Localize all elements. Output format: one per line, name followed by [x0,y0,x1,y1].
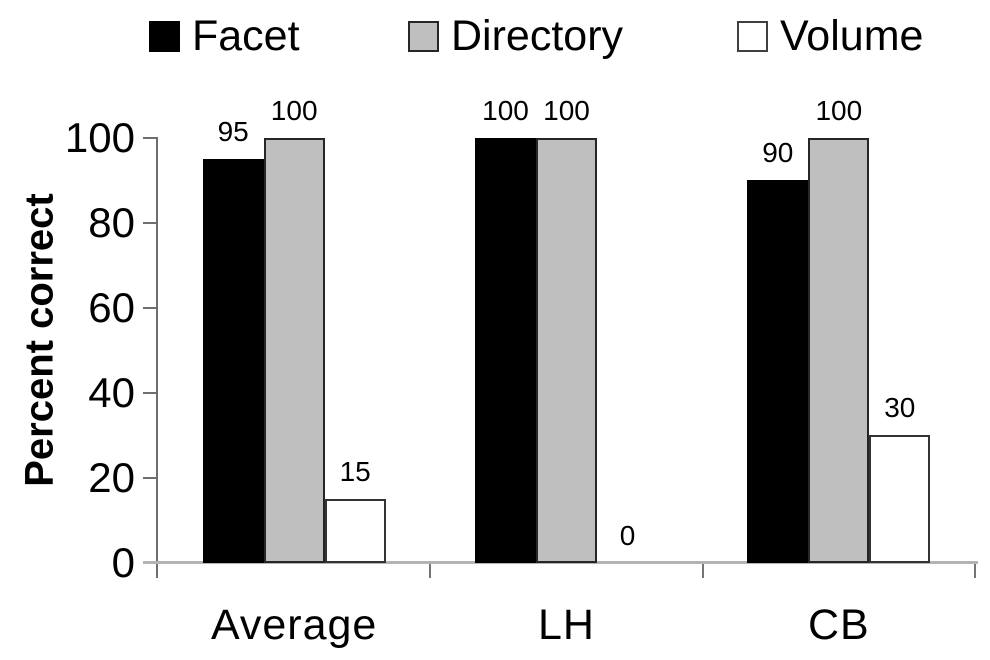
y-tick-mark [143,222,158,224]
legend-label-facet: Facet [192,12,300,60]
bar-directory [808,138,870,563]
y-tick-mark [143,137,158,139]
y-tick-label: 20 [88,454,135,501]
y-tick-mark [143,477,158,479]
x-tick-mark [974,564,976,578]
data-label: 95 [217,116,249,147]
legend-item-facet: Facet [149,13,300,59]
category-label-cb: CB [807,601,870,649]
bar-cell-volume: 15 [324,138,386,563]
legend-item-directory: Directory [408,13,623,59]
category-label-lh: LH [538,601,595,649]
data-label: 30 [884,392,916,423]
bar-group-average: 95 100 15 [158,96,430,563]
plot-area: 95 100 15 100 100 0 90 100 30 [158,96,975,563]
category-label-average: Average [210,601,378,649]
bar-cell-volume: 30 [869,138,931,563]
bar-cell-directory: 100 [808,96,870,563]
data-label: 15 [339,456,371,487]
bar-volume [869,435,931,563]
data-label: 100 [543,95,590,126]
data-label: 0 [619,520,636,551]
data-label: 100 [815,95,863,126]
y-tick-label: 80 [88,199,135,246]
bar-cell-facet: 90 [747,137,809,563]
data-label: 100 [482,95,529,126]
y-tick-mark [143,392,158,394]
bar-cell-facet: 95 [202,117,264,563]
bar-cell-facet: 100 [474,96,536,563]
x-tick-mark [701,564,704,578]
volume-swatch [737,20,768,52]
bar-cell-directory: 100 [535,96,597,563]
y-tick-label: 60 [88,284,135,331]
legend-label-volume: Volume [780,12,924,60]
bar-facet [474,138,536,563]
legend-label-directory: Directory [451,12,624,60]
bar-facet [747,180,809,563]
bar-cell-volume: 0 [597,138,658,563]
data-label: 100 [270,95,318,126]
bar-facet [202,159,264,563]
bar-cell-directory: 100 [263,96,325,563]
bar-group-cb: 90 100 30 [703,96,975,563]
y-tick-label: 100 [64,114,135,161]
legend-item-volume: Volume [737,13,923,59]
directory-swatch [408,20,439,52]
x-tick-mark [429,564,432,578]
y-tick-label: 0 [111,539,135,586]
facet-swatch [149,20,180,52]
data-label: 90 [762,137,794,168]
bar-directory [535,138,597,563]
category-axis-labels: Average LH CB [158,601,975,649]
y-tick-mark [143,307,158,309]
bar-directory [263,138,325,563]
y-axis-line [156,138,158,578]
bar-volume [324,499,386,563]
bar-group-lh: 100 100 0 [430,96,702,563]
y-tick-label: 40 [88,369,135,416]
